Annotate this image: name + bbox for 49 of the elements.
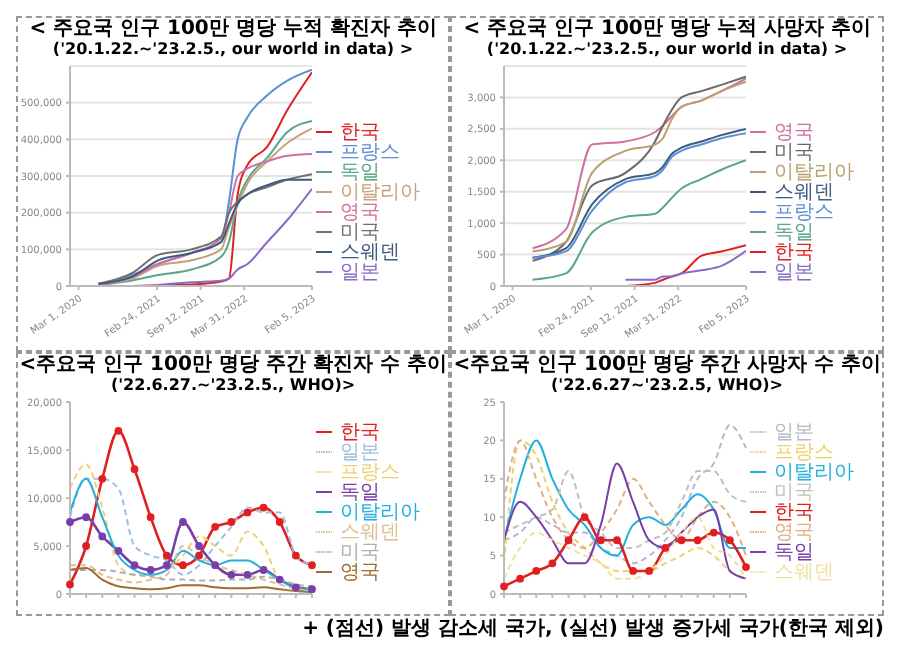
text: + (점선) 발생 감소세 국가, (실선) 발생 증가세 국가(한국 제외) [300, 616, 884, 644]
legend-label: 미국 [774, 141, 814, 163]
chart-subtitle: ('20.1.22.~'23.2.5., our world in data) > [50, 40, 416, 60]
chart-title: <주요국 인구 100만 명당 주간 사망자 수 추이 [452, 354, 882, 376]
legend-label: 이탈리아 [340, 181, 420, 203]
legend-label: 영국 [340, 201, 380, 223]
line-series [503, 439, 747, 580]
chart-subtitle: ('20.1.22.~'23.2.5., our world in data) > [484, 40, 850, 60]
legend-label: 일본 [340, 441, 380, 463]
legend-label: 스웨덴 [774, 561, 834, 583]
line-series [531, 159, 746, 281]
legend-label: 영국 [774, 521, 814, 543]
line-series [503, 516, 747, 580]
legend-label: 일본 [774, 261, 814, 283]
line-series [503, 439, 747, 557]
chart-subtitle: ('22.6.27~'23.2.5, WHO)> [548, 376, 785, 396]
legend-label: 미국 [774, 481, 814, 503]
line-series [157, 187, 312, 286]
legend-label: 영국 [340, 561, 380, 583]
legend-label: 독일 [774, 541, 814, 563]
legend-label: 독일 [340, 481, 380, 503]
line-series [503, 424, 747, 565]
legend-label: 스웨덴 [340, 241, 400, 263]
legend-label: 프랑스 [774, 201, 834, 223]
legend-label: 한국 [340, 121, 380, 143]
legend-label: 프랑스 [340, 461, 400, 483]
chart-title: <주요국 인구 100만 명당 주간 확진자 수 추이 [18, 354, 448, 376]
legend-label: 한국 [340, 421, 380, 443]
chart-title: < 주요국 인구 100만 명당 누적 확진자 추이 [27, 18, 439, 40]
legend-label: 일본 [774, 421, 814, 443]
legend-label: 미국 [340, 221, 380, 243]
legend-label: 영국 [774, 121, 814, 143]
legend-label: 프랑스 [774, 441, 834, 463]
legend-label: 스웨덴 [774, 181, 834, 203]
legend-label: 한국 [774, 501, 814, 523]
legend-label: 프랑스 [340, 141, 400, 163]
legend-label: 이탈리아 [774, 461, 854, 483]
legend-label: 스웨덴 [340, 521, 400, 543]
legend-label: 일본 [340, 261, 380, 283]
legend-label: 이탈리아 [774, 161, 854, 183]
chart-title: < 주요국 인구 100만 명당 누적 사망자 추이 [461, 18, 873, 40]
line-series [97, 153, 312, 286]
chart-subtitle: ('22.6.27.~'23.2.5., WHO)> [108, 376, 358, 396]
legend-label: 독일 [774, 221, 814, 243]
legend-label: 한국 [774, 241, 814, 263]
legend-label: 이탈리아 [340, 501, 420, 523]
legend-label: 독일 [340, 161, 380, 183]
legend-label: 미국 [340, 541, 380, 563]
line-series [503, 462, 747, 580]
